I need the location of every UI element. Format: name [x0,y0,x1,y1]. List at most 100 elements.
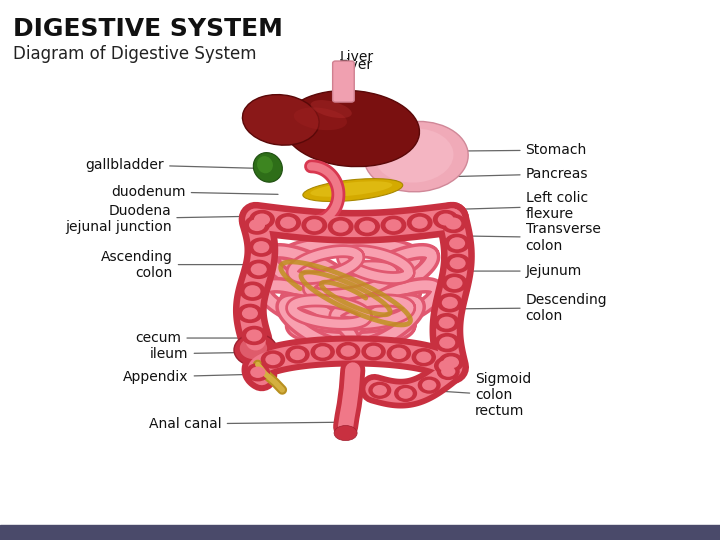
Circle shape [439,336,455,349]
Circle shape [438,316,455,329]
Circle shape [246,363,270,381]
Text: DIGESTIVE SYSTEM: DIGESTIVE SYSTEM [13,17,283,41]
Text: Left colic
flexure: Left colic flexure [453,191,588,221]
Circle shape [310,343,335,361]
Circle shape [373,385,387,396]
Circle shape [438,213,454,226]
Text: Transverse
colon: Transverse colon [435,222,600,253]
Circle shape [437,293,463,313]
Circle shape [266,354,281,365]
Circle shape [248,238,274,257]
Circle shape [240,281,266,301]
Circle shape [380,215,406,235]
Circle shape [275,213,301,232]
Circle shape [422,380,436,390]
Circle shape [315,346,330,357]
Text: gallbladder: gallbladder [86,158,260,172]
Circle shape [438,353,464,372]
Circle shape [387,344,411,362]
Text: Sigmoid
colon
rectum: Sigmoid colon rectum [406,372,531,418]
Circle shape [441,366,455,377]
Circle shape [366,346,381,357]
Ellipse shape [374,129,454,183]
Circle shape [446,277,462,289]
Text: Liver: Liver [340,50,374,76]
Circle shape [244,215,270,235]
Circle shape [438,360,454,372]
Circle shape [444,234,470,253]
Bar [0,525,720,540]
Text: Jejunum: Jejunum [442,264,582,278]
Circle shape [241,326,267,345]
Ellipse shape [334,426,357,441]
Circle shape [336,342,360,360]
Text: Appendix: Appendix [123,370,274,384]
Ellipse shape [310,100,352,118]
Circle shape [251,264,266,275]
Circle shape [441,273,467,293]
Circle shape [237,303,263,323]
Circle shape [418,376,441,394]
Circle shape [361,342,386,361]
Circle shape [445,218,462,230]
Circle shape [254,213,270,226]
Circle shape [391,348,407,359]
Circle shape [407,213,433,232]
Circle shape [246,329,262,341]
Circle shape [416,352,431,363]
Circle shape [249,219,265,231]
Circle shape [441,214,467,233]
Text: Descending
colon: Descending colon [455,293,607,323]
Circle shape [394,385,417,402]
Circle shape [385,219,402,231]
Ellipse shape [345,122,387,157]
Circle shape [445,254,471,273]
Circle shape [437,363,460,380]
Ellipse shape [234,334,277,366]
Circle shape [290,349,305,360]
Circle shape [261,350,285,369]
Circle shape [434,356,459,375]
Circle shape [246,260,271,279]
Circle shape [306,219,323,231]
Text: cecum: cecum [135,331,253,345]
Ellipse shape [283,90,420,167]
Text: ileum: ileum [150,347,269,361]
Text: Liver: Liver [338,58,372,77]
Circle shape [359,221,375,233]
FancyBboxPatch shape [333,61,354,102]
Circle shape [280,217,296,229]
Circle shape [449,237,465,249]
Circle shape [285,345,310,363]
Circle shape [443,356,459,368]
Text: duodenum: duodenum [112,185,278,199]
Circle shape [341,346,356,357]
Text: Stomach: Stomach [442,143,587,157]
Circle shape [442,297,458,309]
Circle shape [245,285,261,297]
Circle shape [433,313,459,332]
Ellipse shape [364,122,468,192]
Ellipse shape [240,338,267,359]
Circle shape [253,241,269,253]
Text: Anal canal: Anal canal [149,417,334,431]
Circle shape [333,221,348,233]
Circle shape [412,348,436,367]
Ellipse shape [310,181,392,197]
Circle shape [251,367,266,378]
Circle shape [354,217,380,237]
Text: Diagram of Digestive System: Diagram of Digestive System [13,45,256,63]
Ellipse shape [243,94,319,145]
Circle shape [242,307,258,319]
Ellipse shape [294,107,347,130]
Ellipse shape [253,153,282,182]
Text: Ascending
colon: Ascending colon [101,249,248,280]
Ellipse shape [303,179,402,201]
Ellipse shape [257,156,273,173]
Text: Duodena
jejunal junction: Duodena jejunal junction [65,204,265,234]
Circle shape [249,210,275,230]
Circle shape [328,217,354,237]
Circle shape [302,215,328,235]
Circle shape [433,210,459,230]
Circle shape [449,257,466,269]
